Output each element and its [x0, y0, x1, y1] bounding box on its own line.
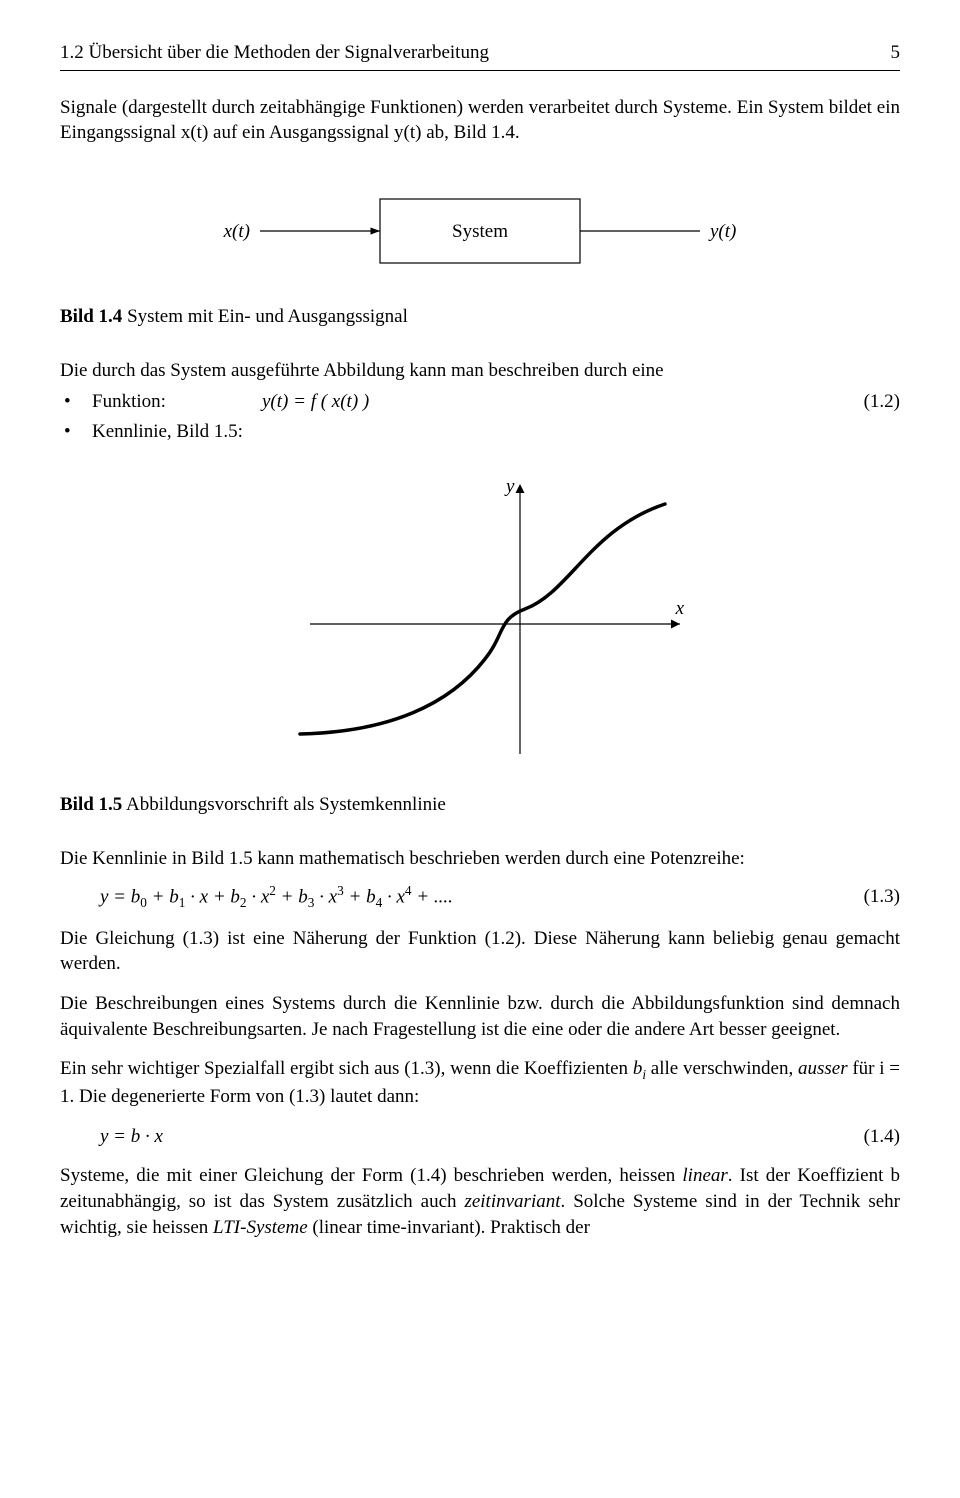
paragraph-intro-text: Signale (dargestellt durch zeitabhängige…: [60, 97, 900, 144]
figure-1-4: x(t) System y(t) Bild 1.4 System mit Ein- …: [60, 176, 900, 330]
figure-1-5-chart: yx: [60, 474, 900, 774]
equation-1-3: y = b0 + b1 · x + b2 · x2 + b3 · x3 + b4…: [100, 882, 900, 912]
equation-number-1-3: (1.3): [840, 884, 900, 910]
page-number: 5: [891, 40, 901, 66]
paragraph-approx-text: Die Gleichung (1.3) ist eine Näherung de…: [60, 928, 900, 975]
paragraph-potenzreihe-text: Die Kennlinie in Bild 1.5 kann mathemati…: [60, 848, 745, 869]
paragraph-specialcase-a: Ein sehr wichtiger Spezialfall ergibt si…: [60, 1058, 633, 1079]
figure-1-4-caption-text: System mit Ein- und Ausgangssignal: [122, 306, 408, 327]
page-header: 1.2 Übersicht über die Methoden der Sign…: [60, 40, 900, 71]
bullet-dot-icon: •: [60, 389, 92, 415]
kennlinie-chart-svg: yx: [270, 474, 690, 774]
paragraph-lti-a: Systeme, die mit einer Gleichung der For…: [60, 1165, 682, 1186]
svg-text:y: y: [504, 476, 515, 497]
paragraph-specialcase: Ein sehr wichtiger Spezialfall ergibt si…: [60, 1056, 900, 1109]
figure-1-5: yx Bild 1.5 Abbildungsvorschrift als Sys…: [60, 474, 900, 818]
bullet-dot-icon: •: [60, 419, 92, 445]
equation-1-4: y = b · x (1.4): [100, 1124, 900, 1150]
paragraph-specialcase-b: alle verschwinden,: [646, 1058, 798, 1079]
figure-1-5-caption: Bild 1.5 Abbildungsvorschrift als System…: [60, 792, 900, 818]
figure-1-4-caption: Bild 1.4 System mit Ein- und Ausgangssig…: [60, 304, 900, 330]
paragraph-mapping: Die durch das System ausgeführte Abbildu…: [60, 358, 900, 384]
bullet-list: • Funktion: y(t) = f ( x(t) ) (1.2) • Ke…: [60, 389, 900, 444]
paragraph-lti-d: (linear time-invariant). Praktisch der: [308, 1217, 590, 1238]
paragraph-equivalent-text: Die Beschreibungen eines Systems durch d…: [60, 993, 900, 1040]
svg-text:x(t): x(t): [223, 221, 250, 242]
figure-1-4-diagram: x(t) System y(t): [60, 176, 900, 286]
paragraph-specialcase-ausser: ausser: [798, 1058, 848, 1079]
bullet-function: • Funktion: y(t) = f ( x(t) ) (1.2): [60, 389, 900, 415]
equation-number-1-2: (1.2): [840, 389, 900, 415]
bullet-kennlinie-label: Kennlinie, Bild 1.5:: [92, 419, 243, 445]
paragraph-lti-zeitinvariant: zeitinvariant: [464, 1191, 560, 1212]
figure-1-5-caption-label: Bild 1.5: [60, 794, 122, 815]
svg-text:x: x: [675, 598, 685, 619]
svg-text:y(t): y(t): [708, 221, 736, 242]
paragraph-mapping-text: Die durch das System ausgeführte Abbildu…: [60, 360, 664, 381]
bullet-function-equation: y(t) = f ( x(t) ): [262, 389, 840, 415]
paragraph-approx: Die Gleichung (1.3) ist eine Näherung de…: [60, 926, 900, 977]
equation-number-1-4: (1.4): [840, 1124, 900, 1150]
figure-1-5-caption-text: Abbildungsvorschrift als Systemkennlinie: [122, 794, 446, 815]
paragraph-specialcase-bi: b: [633, 1058, 643, 1079]
paragraph-lti: Systeme, die mit einer Gleichung der For…: [60, 1163, 900, 1240]
bullet-kennlinie: • Kennlinie, Bild 1.5:: [60, 419, 900, 445]
paragraph-intro: Signale (dargestellt durch zeitabhängige…: [60, 95, 900, 146]
paragraph-lti-ltisysteme: LTI-Systeme: [213, 1217, 308, 1238]
svg-text:System: System: [452, 221, 508, 242]
paragraph-equivalent: Die Beschreibungen eines Systems durch d…: [60, 991, 900, 1042]
section-title: 1.2 Übersicht über die Methoden der Sign…: [60, 40, 489, 66]
equation-1-4-body: y = b · x: [100, 1124, 840, 1150]
equation-1-3-body: y = b0 + b1 · x + b2 · x2 + b3 · x3 + b4…: [100, 882, 840, 912]
paragraph-lti-linear: linear: [682, 1165, 727, 1186]
bullet-function-label: Funktion:: [92, 389, 262, 415]
figure-1-4-caption-label: Bild 1.4: [60, 306, 122, 327]
paragraph-potenzreihe: Die Kennlinie in Bild 1.5 kann mathemati…: [60, 846, 900, 872]
system-block-diagram-svg: x(t) System y(t): [170, 176, 790, 286]
